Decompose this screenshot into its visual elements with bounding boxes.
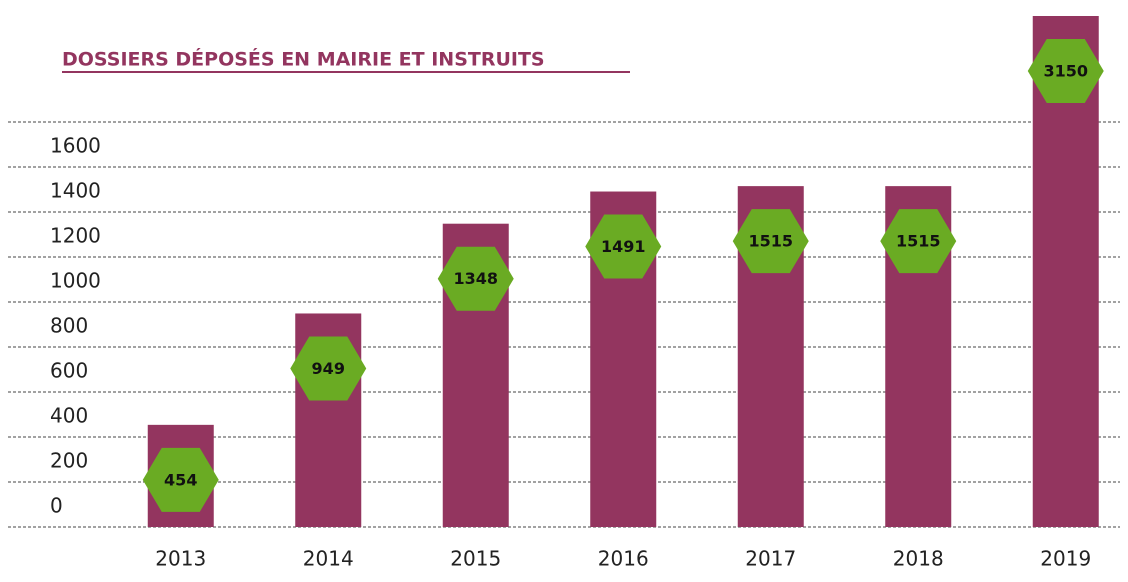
value-badge bbox=[1027, 39, 1104, 103]
x-tick-label: 2018 bbox=[893, 547, 944, 571]
x-tick-label: 2019 bbox=[1040, 547, 1091, 571]
value-label: 1515 bbox=[896, 232, 941, 251]
y-tick-label: 1000 bbox=[50, 269, 101, 293]
value-label: 1348 bbox=[453, 269, 498, 288]
y-tick-label: 1600 bbox=[50, 134, 101, 158]
value-label: 454 bbox=[164, 470, 197, 489]
x-tick-label: 2013 bbox=[155, 547, 206, 571]
value-badge bbox=[142, 447, 219, 512]
value-badge bbox=[585, 214, 662, 279]
value-label: 3150 bbox=[1043, 62, 1088, 81]
y-tick-label: 0 bbox=[50, 494, 63, 518]
value-badge bbox=[290, 336, 367, 401]
y-tick-label: 800 bbox=[50, 314, 88, 338]
value-badge bbox=[732, 209, 809, 274]
value-badge bbox=[437, 246, 514, 311]
x-tick-label: 2014 bbox=[303, 547, 354, 571]
x-tick-label: 2016 bbox=[598, 547, 649, 571]
y-tick-label: 1400 bbox=[50, 179, 101, 203]
value-label: 1491 bbox=[601, 237, 646, 256]
y-tick-label: 600 bbox=[50, 359, 88, 383]
y-tick-label: 400 bbox=[50, 404, 88, 428]
value-label: 1515 bbox=[748, 232, 793, 251]
chart-title: DOSSIERS DÉPOSÉS EN MAIRIE ET INSTRUITS bbox=[62, 48, 545, 71]
x-tick-label: 2017 bbox=[745, 547, 796, 571]
y-tick-label: 200 bbox=[50, 449, 88, 473]
y-tick-label: 1200 bbox=[50, 224, 101, 248]
value-badge bbox=[880, 209, 957, 274]
value-label: 949 bbox=[312, 359, 345, 378]
x-tick-label: 2015 bbox=[450, 547, 501, 571]
